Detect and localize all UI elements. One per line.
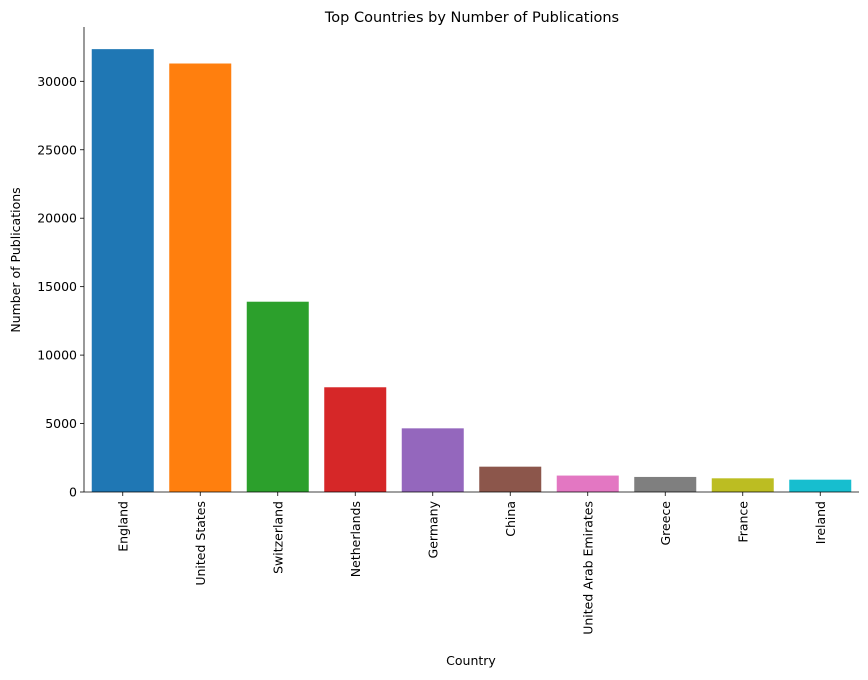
chart-title: Top Countries by Number of Publications: [324, 10, 619, 26]
x-tick-label: United Arab Emirates: [580, 501, 595, 635]
x-tick-label: China: [503, 501, 518, 537]
bar-china: [479, 466, 542, 492]
bar-ireland: [789, 479, 852, 492]
y-tick-label: 15000: [37, 279, 77, 294]
bar-england: [91, 49, 154, 492]
x-tick-label: England: [115, 501, 130, 552]
x-tick-label: United States: [193, 501, 208, 586]
y-tick-label: 20000: [37, 211, 77, 226]
bar-united-states: [169, 63, 232, 492]
bar-united-arab-emirates: [556, 475, 619, 492]
bar-netherlands: [324, 387, 387, 492]
x-tick-label: Germany: [425, 500, 440, 558]
bars-group: [91, 49, 852, 492]
bar-greece: [634, 476, 697, 492]
y-tick-label: 0: [69, 485, 77, 500]
bar-germany: [401, 428, 464, 492]
x-tick-label: Greece: [658, 501, 673, 546]
y-tick-label: 30000: [37, 74, 77, 89]
y-tick-label: 10000: [37, 348, 77, 363]
y-tick-label: 25000: [37, 142, 77, 157]
y-tick-label: 5000: [45, 416, 77, 431]
x-tick-label: Switzerland: [270, 501, 285, 574]
bar-switzerland: [246, 301, 309, 492]
x-axis-label: Country: [446, 653, 496, 668]
x-tick-label: France: [735, 501, 750, 543]
x-tick-label: Ireland: [813, 501, 828, 544]
y-axis: 0 5000 10000 15000 20000 25000 30000: [37, 74, 84, 500]
x-tick-label: Netherlands: [348, 501, 363, 577]
bar-france: [711, 478, 774, 492]
x-axis: England United States Switzerland Netherlan…: [115, 492, 828, 635]
y-axis-label: Number of Publications: [8, 187, 23, 332]
